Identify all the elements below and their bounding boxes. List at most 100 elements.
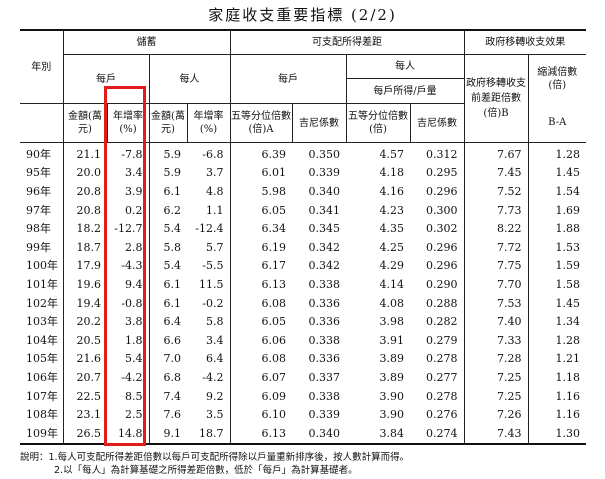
value-cell: 0.277 (410, 368, 465, 387)
value-cell: 1.69 (555, 203, 581, 217)
year-cell: 102年 (20, 293, 64, 313)
year-cell: 96年 (20, 182, 64, 201)
value-cell: 0.336 (308, 315, 341, 329)
value-cell: 4.29 (379, 259, 405, 273)
quintile-header: 五等分位倍數(倍)A (230, 103, 293, 143)
value-cell: 0.279 (410, 330, 465, 350)
value-cell: 23.1 (76, 408, 102, 422)
value-cell: 1.53 (555, 240, 581, 254)
value-cell: 5.9 (163, 166, 182, 180)
table-row: 97年 20.8 0.2 6.2 1.1 6.05 0.341 4.23 0.300 7.73 1.… (20, 200, 586, 220)
value-cell: 1.59 (555, 259, 581, 273)
value-cell: 0.339 (308, 408, 341, 422)
value-cell: 6.09 (261, 389, 287, 403)
value-cell: 1.28 (555, 147, 581, 161)
notes: 說明：1.每人可支配所得差距倍數以每戶可支配所得除以戶量重新排序後，按人數計算而… (20, 451, 409, 477)
value-cell: 7.33 (464, 330, 529, 350)
year-cell: 97年 (20, 200, 64, 220)
table-row: 105年 21.6 5.4 7.0 6.4 6.08 0.336 3.89 0.278 7.28 1… (20, 349, 586, 369)
value-cell: 7.67 (464, 142, 529, 164)
value-cell: 21.1 (76, 147, 102, 161)
disp-per-person-subheader: 每戶所得/戶量 (346, 78, 465, 104)
value-cell: 0.340 (308, 184, 341, 198)
value-cell: 3.90 (379, 389, 405, 403)
value-cell: 2.8 (107, 237, 150, 257)
value-cell: 0.288 (410, 293, 465, 313)
value-cell: 18.2 (76, 222, 102, 236)
value-cell: 6.4 (163, 315, 182, 329)
value-cell: 0.290 (410, 275, 465, 294)
amount2-header: 金額(萬元) (149, 103, 188, 143)
value-cell: 1.88 (555, 222, 581, 236)
value-cell: 26.5 (63, 423, 107, 445)
value-cell: 18.7 (76, 240, 102, 254)
value-cell: 14.8 (107, 423, 150, 445)
value-cell: -12.7 (107, 219, 150, 238)
value-cell: 6.4 (187, 349, 231, 369)
value-cell: 20.2 (76, 315, 102, 329)
value-cell: 1.8 (107, 330, 150, 350)
value-cell: 5.4 (107, 349, 150, 369)
year-header-blank (20, 103, 64, 143)
table-row: 95年 20.0 3.4 5.9 3.7 6.01 0.339 4.18 0.295 7.45 1.… (20, 163, 586, 183)
value-cell: 9.4 (107, 275, 150, 294)
table-row: 98年 18.2 -12.7 5.4 -12.4 6.34 0.345 4.35 0.302 8.… (20, 219, 586, 238)
growth-header: 年增率(%) (107, 103, 150, 143)
value-cell: 5.8 (163, 240, 182, 254)
value-cell: -4.2 (107, 368, 150, 387)
value-cell: 20.0 (76, 166, 102, 180)
value-cell: 6.05 (261, 203, 287, 217)
value-cell: 20.8 (76, 184, 102, 198)
value-cell: 3.4 (107, 163, 150, 183)
year-cell: 104年 (20, 330, 64, 350)
year-cell: 98年 (20, 219, 64, 238)
value-cell: 1.16 (555, 408, 581, 422)
value-cell: 1.18 (555, 370, 581, 384)
value-cell: 0.341 (308, 203, 341, 217)
value-cell: 1.28 (555, 333, 581, 347)
value-cell: 7.43 (464, 423, 529, 445)
value-cell: 7.40 (464, 312, 529, 331)
value-cell: 9.2 (187, 386, 231, 406)
year-cell: 106年 (20, 368, 64, 387)
value-cell: 6.13 (230, 423, 292, 445)
value-cell: 6.08 (261, 352, 287, 366)
value-cell: 5.7 (187, 237, 231, 257)
value-cell: -4.3 (107, 256, 150, 276)
value-cell: 4.57 (379, 147, 405, 161)
gini-header: 吉尼係數 (292, 103, 347, 143)
value-cell: 3.91 (379, 333, 405, 347)
value-cell: 1.34 (555, 315, 581, 329)
value-cell: 7.26 (464, 405, 529, 424)
year-cell: 99年 (20, 237, 64, 257)
indicator-table: 年別 儲蓄 可支配所得差距 政府移轉收支效果 每戶 每人 每戶 每人 政府移轉收… (20, 29, 586, 445)
value-cell: 7.52 (464, 182, 529, 201)
disposable-income-gap-header: 可支配所得差距 (230, 29, 465, 55)
value-cell: 6.1 (163, 296, 182, 310)
value-cell: 7.45 (464, 163, 529, 183)
table-row: 104年 20.5 1.8 6.6 3.4 6.06 0.338 3.91 0.279 7.33 1… (20, 330, 586, 350)
gov-transfer-effect-header: 政府移轉收支效果 (464, 29, 586, 55)
value-cell: 0.339 (308, 166, 341, 180)
value-cell: 6.17 (261, 259, 287, 273)
value-cell: 0.345 (308, 222, 341, 236)
value-cell: 4.23 (379, 203, 405, 217)
value-cell: 3.89 (379, 352, 405, 366)
value-cell: 7.72 (464, 237, 529, 257)
table-row: 108年 23.1 2.5 7.6 3.5 6.10 0.339 3.90 0.276 7.26 1… (20, 405, 586, 424)
year-cell: 90年 (20, 142, 64, 164)
value-cell: 4.08 (379, 296, 405, 310)
table-body: 90年 21.1 -7.8 5.9 -6.8 6.39 0.350 4.57 0.312 7.67… (20, 142, 586, 445)
amount-header: 金額(萬元) (63, 103, 108, 143)
value-cell: 1.54 (555, 184, 581, 198)
value-cell: 6.06 (261, 333, 287, 347)
value-cell: 0.336 (308, 352, 341, 366)
value-cell: 0.338 (308, 277, 341, 291)
value-cell: 0.278 (410, 349, 465, 369)
value-cell: 0.276 (410, 405, 465, 424)
table-row: 96年 20.8 3.9 6.1 4.8 5.98 0.340 4.16 0.296 7.52 1.… (20, 182, 586, 201)
value-cell: 4.18 (379, 166, 405, 180)
value-cell: 19.6 (76, 277, 102, 291)
value-cell: 4.25 (379, 240, 405, 254)
value-cell: 7.73 (464, 200, 529, 220)
